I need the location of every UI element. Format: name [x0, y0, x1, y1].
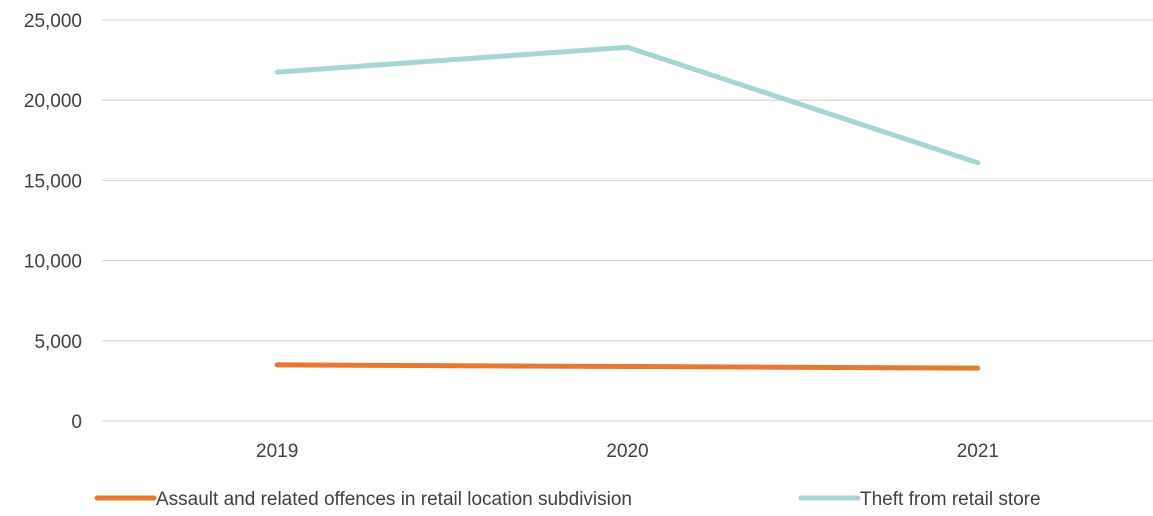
y-tick-label: 0 [71, 412, 82, 433]
series-line-1 [274, 362, 981, 371]
series-lines [274, 44, 981, 371]
legend-label: Assault and related offences in retail l… [156, 489, 632, 510]
x-tick-label: 2020 [606, 441, 648, 462]
legend: Assault and related offences in retail l… [94, 489, 1041, 510]
y-axis-tick-labels: 0 5,000 10,000 15,000 20,000 25,000 [24, 11, 82, 433]
y-tick-label: 20,000 [24, 91, 82, 112]
legend-label: Theft from retail store [860, 489, 1041, 510]
y-tick-label: 5,000 [34, 332, 82, 353]
y-tick-label: 15,000 [24, 171, 82, 192]
x-axis-tick-labels: 2019 2020 2021 [256, 441, 999, 462]
series-line-2 [274, 44, 981, 166]
y-tick-label: 25,000 [24, 11, 82, 32]
gridlines [102, 19, 1153, 422]
x-tick-label: 2021 [957, 441, 999, 462]
y-tick-label: 10,000 [24, 252, 82, 273]
x-tick-label: 2019 [256, 441, 298, 462]
